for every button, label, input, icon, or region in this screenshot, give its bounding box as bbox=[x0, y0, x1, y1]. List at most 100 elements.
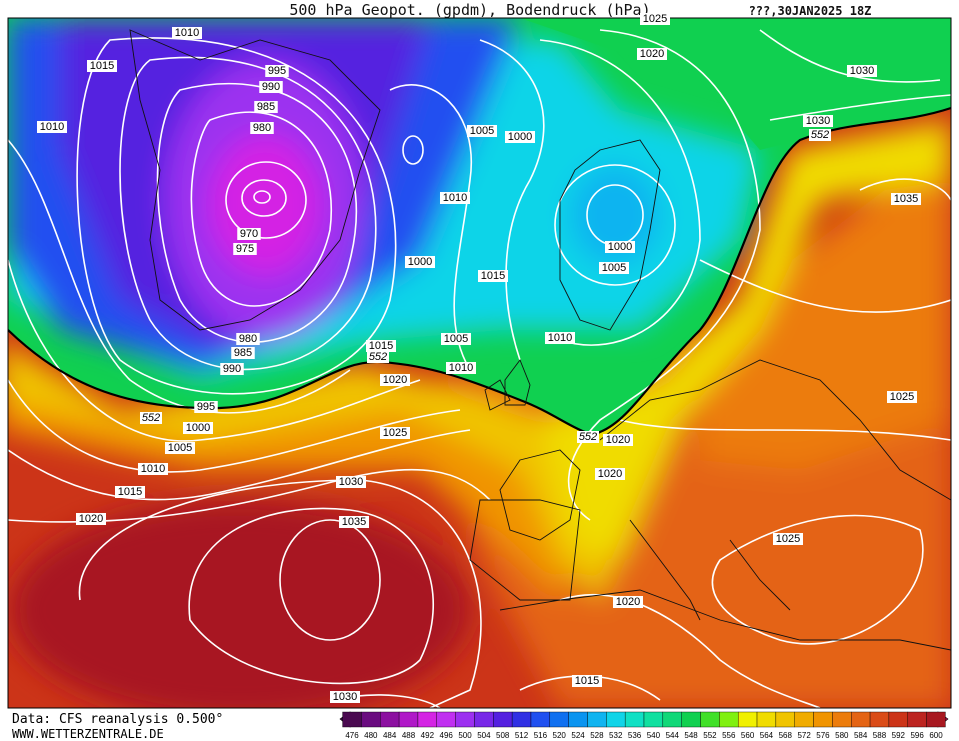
legend-label: 540 bbox=[647, 731, 661, 740]
legend-swatch bbox=[832, 711, 852, 728]
legend-label: 492 bbox=[421, 731, 435, 740]
isobar-label: 1000 bbox=[186, 422, 210, 434]
legend-label: 564 bbox=[760, 731, 774, 740]
legend-swatch bbox=[794, 711, 814, 728]
map-frame bbox=[7, 17, 952, 709]
isobar-label: 1035 bbox=[894, 193, 918, 205]
label-box bbox=[236, 333, 260, 345]
isobar-label: 995 bbox=[197, 401, 215, 413]
label-box bbox=[336, 476, 366, 488]
map-title: 500 hPa Geopot. (gpdm), Bodendruck (hPa) bbox=[289, 1, 650, 19]
label-box bbox=[577, 431, 599, 443]
isobar-label: 995 bbox=[268, 65, 286, 77]
legend-label: 588 bbox=[873, 731, 887, 740]
isobar-label: 1020 bbox=[616, 596, 640, 608]
contour-label: 552 bbox=[579, 431, 597, 443]
legend-label: 532 bbox=[609, 731, 623, 740]
legend-swatch bbox=[549, 711, 569, 728]
isobar-label: 975 bbox=[236, 243, 254, 255]
label-box bbox=[380, 374, 410, 386]
footer-source: Data: CFS reanalysis 0.500° bbox=[12, 712, 223, 727]
legend-label: 476 bbox=[345, 731, 359, 740]
legend-label: 600 bbox=[929, 731, 943, 740]
isobar-label: 1000 bbox=[508, 131, 532, 143]
label-box bbox=[138, 463, 168, 475]
isobar-label: 1010 bbox=[449, 362, 473, 374]
legend-swatch bbox=[851, 711, 871, 728]
legend-label: 596 bbox=[910, 731, 924, 740]
isobar-label: 1000 bbox=[608, 241, 632, 253]
label-box bbox=[803, 115, 833, 127]
map-date: ???,30JAN2025 18Z bbox=[749, 4, 872, 18]
legend-swatch bbox=[813, 711, 833, 728]
label-box bbox=[220, 363, 244, 375]
legend-label: 544 bbox=[666, 731, 680, 740]
legend-swatch bbox=[869, 711, 890, 728]
label-box bbox=[76, 513, 106, 525]
legend-label: 548 bbox=[684, 731, 698, 740]
label-box bbox=[254, 101, 278, 113]
legend-swatch bbox=[530, 711, 551, 728]
legend-label: 592 bbox=[892, 731, 906, 740]
legend-label: 512 bbox=[515, 731, 529, 740]
legend-swatch bbox=[907, 711, 927, 728]
label-box bbox=[599, 262, 629, 274]
legend-label: 556 bbox=[722, 731, 736, 740]
legend-swatch bbox=[436, 711, 456, 728]
isobar-label: 1010 bbox=[443, 192, 467, 204]
legend-swatch bbox=[643, 711, 664, 728]
label-box bbox=[194, 401, 218, 413]
legend-swatch bbox=[719, 711, 739, 728]
label-box bbox=[366, 340, 396, 352]
label-box bbox=[640, 13, 670, 25]
legend-swatch bbox=[606, 711, 626, 728]
isobars bbox=[8, 29, 951, 708]
label-box bbox=[87, 60, 117, 72]
label-box bbox=[405, 256, 435, 268]
label-box bbox=[809, 129, 831, 141]
label-box bbox=[367, 351, 389, 363]
label-box bbox=[847, 65, 877, 77]
label-box bbox=[233, 243, 257, 255]
legend-label: 576 bbox=[816, 731, 830, 740]
label-box bbox=[505, 131, 535, 143]
label-box bbox=[467, 125, 497, 137]
isobar-label: 1025 bbox=[643, 13, 667, 25]
isobar-label: 980 bbox=[253, 122, 271, 134]
legend-label: 572 bbox=[797, 731, 811, 740]
label-box bbox=[891, 193, 921, 205]
contour-label: 552 bbox=[369, 351, 387, 363]
legend-swatch bbox=[398, 711, 419, 728]
coastlines bbox=[129, 29, 951, 651]
legend-swatch bbox=[511, 711, 532, 728]
legend-label: 552 bbox=[703, 731, 717, 740]
legend-label: 500 bbox=[458, 731, 472, 740]
label-box bbox=[446, 362, 476, 374]
legend-label: 508 bbox=[496, 731, 510, 740]
legend-swatch bbox=[662, 711, 682, 728]
isobar-label: 1025 bbox=[383, 427, 407, 439]
isobar-label: 1015 bbox=[481, 270, 505, 282]
legend-label: 584 bbox=[854, 731, 868, 740]
label-box bbox=[440, 192, 470, 204]
isobar-label: 1030 bbox=[806, 115, 830, 127]
legend-swatch bbox=[624, 711, 645, 728]
isobar-label: 985 bbox=[257, 101, 275, 113]
label-box bbox=[330, 691, 360, 703]
legend-swatch bbox=[474, 711, 494, 728]
isobar-label: 1000 bbox=[408, 256, 432, 268]
legend-label: 520 bbox=[553, 731, 567, 740]
legend-swatch bbox=[700, 711, 720, 728]
legend-label: 484 bbox=[383, 731, 397, 740]
legend-swatch bbox=[775, 711, 795, 728]
label-box bbox=[613, 596, 643, 608]
isobar-label: 1020 bbox=[383, 374, 407, 386]
isobar-label: 1030 bbox=[850, 65, 874, 77]
legend-swatch bbox=[455, 711, 475, 728]
legend-label: 528 bbox=[590, 731, 604, 740]
label-box bbox=[441, 333, 471, 345]
legend-label: 496 bbox=[440, 731, 454, 740]
legend-swatch bbox=[888, 711, 908, 728]
isobar-label: 985 bbox=[234, 347, 252, 359]
isobar-label: 1010 bbox=[141, 463, 165, 475]
